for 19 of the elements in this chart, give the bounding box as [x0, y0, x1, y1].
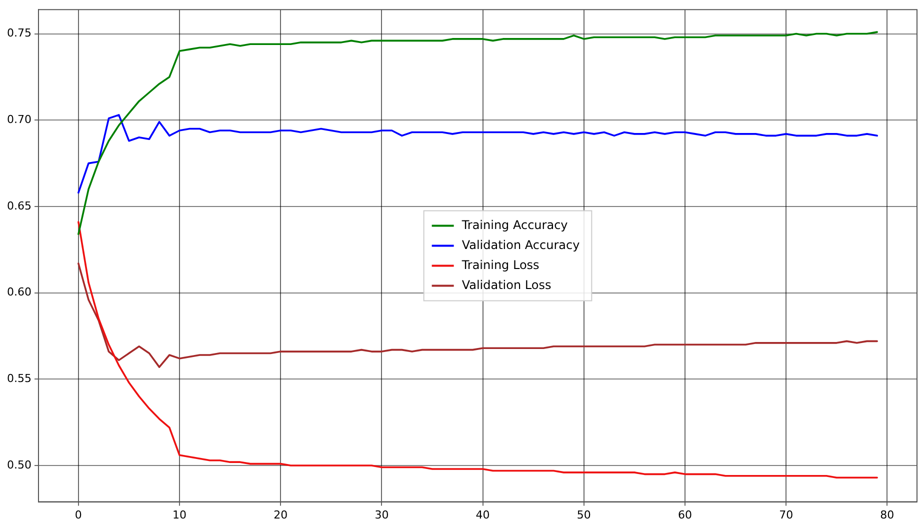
x-tick-label: 0 [74, 508, 82, 522]
legend-label: Validation Loss [462, 278, 552, 292]
x-tick-label: 30 [374, 508, 389, 522]
x-tick-label: 70 [779, 508, 794, 522]
x-tick-label: 80 [880, 508, 894, 522]
y-tick-label: 0.65 [6, 199, 32, 212]
x-tick-label: 60 [678, 508, 692, 522]
x-tick-label: 50 [576, 508, 591, 522]
y-tick-label: 0.75 [6, 26, 32, 40]
y-tick-label: 0.50 [6, 458, 32, 472]
legend-label: Training Accuracy [460, 218, 568, 232]
x-tick-label: 40 [476, 508, 490, 522]
y-tick-label: 0.55 [6, 372, 32, 386]
legend-label: Training Loss [460, 258, 540, 272]
legend-label: Validation Accuracy [462, 238, 580, 252]
y-tick-label: 0.70 [6, 112, 32, 126]
y-tick-label: 0.60 [6, 286, 32, 299]
x-tick-label: 20 [274, 508, 288, 522]
x-tick-label: 10 [172, 508, 187, 522]
